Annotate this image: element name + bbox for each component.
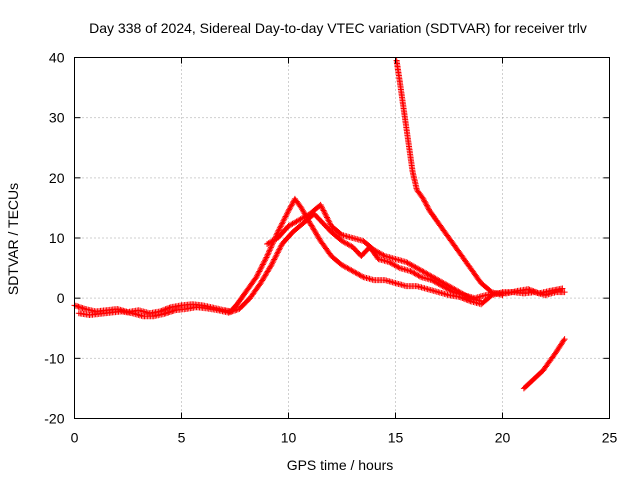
y-tick-label: 10	[49, 230, 65, 246]
y-tick-label: 0	[57, 290, 65, 306]
series-trace-b	[75, 210, 566, 320]
series-trace-d	[393, 57, 506, 299]
axis-ticks: 0 5 10 15 20 25 -20 -10 0 10 20 30 40	[44, 50, 617, 446]
data-point-markers	[75, 210, 566, 320]
y-axis-label: SDTVAR / TECUs	[5, 183, 21, 295]
data-point-markers	[264, 201, 485, 305]
y-tick-label: -20	[44, 411, 64, 427]
data-point-markers	[71, 195, 568, 317]
x-tick-label: 20	[495, 430, 511, 446]
y-tick-label: 20	[49, 170, 65, 186]
x-tick-label: 15	[388, 430, 404, 446]
x-tick-label: 5	[178, 430, 186, 446]
y-tick-label: 40	[49, 50, 65, 66]
series-trace-a	[71, 195, 568, 317]
series-trace-e	[520, 336, 568, 392]
x-tick-label: 25	[602, 430, 618, 446]
data-point-markers	[520, 336, 568, 392]
x-tick-label: 0	[71, 430, 79, 446]
x-axis-label: GPS time / hours	[287, 457, 394, 473]
chart-title: Day 338 of 2024, Sidereal Day-to-day VTE…	[89, 20, 587, 36]
y-tick-label: 30	[49, 110, 65, 126]
x-tick-label: 10	[281, 430, 297, 446]
grid-lines	[74, 57, 610, 419]
data-point-markers	[393, 57, 506, 299]
y-tick-label: -10	[44, 350, 64, 366]
data-series	[71, 57, 568, 392]
series-trace-c	[264, 201, 485, 305]
